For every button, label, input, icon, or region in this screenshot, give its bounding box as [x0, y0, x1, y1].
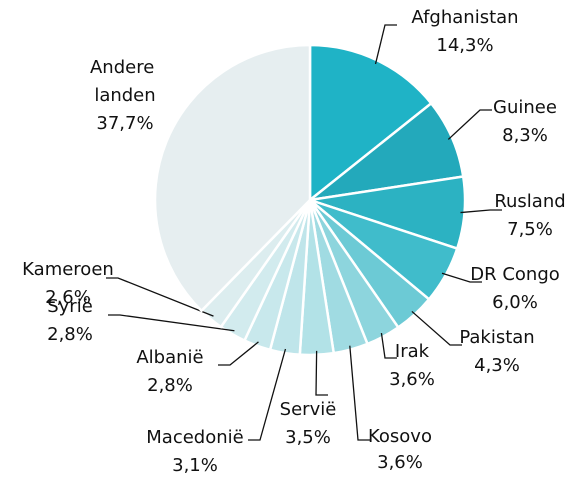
slice-label: Kameroen — [22, 259, 114, 280]
slice-value: 3,6% — [377, 452, 423, 473]
slice-label: Rusland — [494, 191, 565, 212]
leader-line — [411, 310, 462, 346]
slice-value: 37,7% — [96, 113, 153, 134]
pie-slice — [308, 43, 433, 203]
slice-value: 4,3% — [474, 355, 520, 376]
slice-value: 14,3% — [436, 35, 493, 56]
slice-label: Pakistan — [459, 327, 534, 348]
slice-value: 3,6% — [389, 369, 435, 390]
slice-label: Albanië — [136, 347, 203, 368]
leader-line — [460, 209, 502, 214]
pie-slice — [153, 43, 312, 313]
leader-line — [218, 341, 259, 366]
slice-label: Syrië — [47, 296, 93, 317]
slice-label: Irak — [395, 341, 430, 362]
slice-label: Servië — [280, 399, 337, 420]
slice-label: Andere landen — [90, 57, 160, 106]
slice-value: 6,0% — [492, 292, 538, 313]
slice-label: Guinee — [493, 97, 557, 118]
slice-value: 8,3% — [502, 125, 548, 146]
slice-value: 3,5% — [285, 427, 331, 448]
leader-line — [441, 272, 482, 283]
leader-line — [106, 277, 214, 317]
leader-line — [108, 314, 235, 332]
leader-line — [374, 24, 397, 65]
leader-line — [349, 345, 370, 441]
slice-value: 7,5% — [507, 219, 553, 240]
slice-label: Kosovo — [368, 426, 432, 447]
leader-line — [380, 332, 397, 359]
slice-value: 3,1% — [172, 455, 218, 476]
slice-label: Macedonië — [146, 427, 243, 448]
slice-value: 2,8% — [147, 375, 193, 396]
slice-value: 2,8% — [47, 324, 93, 345]
slice-value: 2,6% — [45, 287, 91, 308]
leader-line — [315, 350, 328, 396]
slice-label: Afghanistan — [411, 7, 518, 28]
leader-line — [447, 109, 492, 140]
slice-label: DR Congo — [470, 264, 560, 285]
leader-line — [248, 348, 287, 441]
